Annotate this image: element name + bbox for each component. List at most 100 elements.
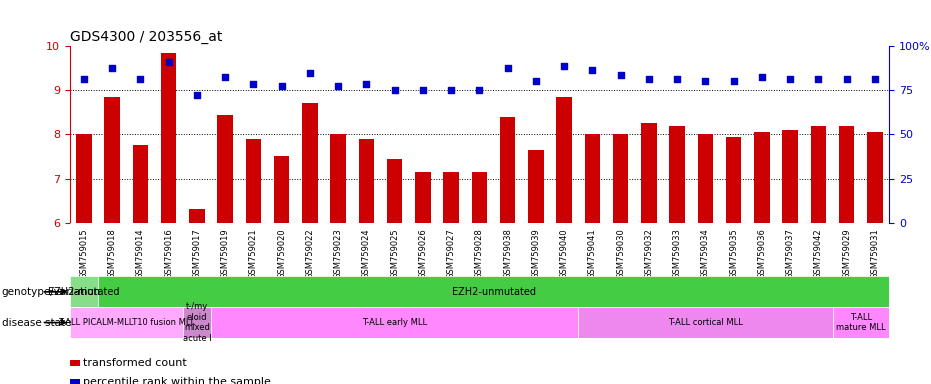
Bar — [211, 307, 578, 338]
Bar — [133, 146, 148, 223]
Point — [783, 76, 798, 82]
Point — [669, 76, 684, 82]
Point — [754, 74, 769, 80]
Point — [161, 58, 176, 65]
Bar — [76, 134, 92, 223]
Point — [444, 87, 459, 93]
Bar — [472, 172, 487, 223]
Bar — [387, 159, 402, 223]
Text: GSM759021: GSM759021 — [249, 228, 258, 279]
Text: EZH2-mutated: EZH2-mutated — [48, 287, 120, 297]
Point — [811, 76, 826, 82]
Bar — [331, 134, 346, 223]
Point — [331, 83, 345, 89]
Bar — [585, 134, 600, 223]
Bar — [500, 117, 516, 223]
Bar — [839, 126, 855, 223]
Text: GSM759035: GSM759035 — [729, 228, 738, 279]
Text: GSM759023: GSM759023 — [333, 228, 343, 279]
Text: GDS4300 / 203556_at: GDS4300 / 203556_at — [70, 30, 223, 44]
Point — [190, 91, 205, 98]
Text: GSM759024: GSM759024 — [362, 228, 371, 279]
Bar — [443, 172, 459, 223]
Bar — [641, 123, 656, 223]
Text: GSM759037: GSM759037 — [786, 228, 795, 279]
Point — [698, 78, 713, 84]
Text: GSM759029: GSM759029 — [843, 228, 851, 279]
Text: GSM759028: GSM759028 — [475, 228, 484, 279]
Bar — [832, 307, 889, 338]
Point — [868, 76, 883, 82]
Point — [529, 78, 544, 84]
Text: GSM759022: GSM759022 — [305, 228, 315, 279]
Bar — [557, 97, 572, 223]
Text: GSM759039: GSM759039 — [532, 228, 541, 279]
Bar — [726, 137, 741, 223]
Text: T-ALL PICALM-MLLT10 fusion MLL: T-ALL PICALM-MLLT10 fusion MLL — [58, 318, 195, 327]
Point — [275, 83, 290, 89]
Text: GSM759041: GSM759041 — [588, 228, 597, 279]
Point — [133, 76, 148, 82]
Point — [303, 70, 317, 76]
Point — [246, 81, 261, 87]
Point — [472, 87, 487, 93]
Bar — [246, 139, 262, 223]
Point — [76, 76, 91, 82]
Text: percentile rank within the sample: percentile rank within the sample — [83, 377, 271, 384]
Bar — [697, 134, 713, 223]
Text: GSM759030: GSM759030 — [616, 228, 626, 279]
Text: GSM759032: GSM759032 — [644, 228, 654, 279]
Text: T-ALL cortical MLL: T-ALL cortical MLL — [668, 318, 743, 327]
Text: GSM759040: GSM759040 — [560, 228, 569, 279]
Bar — [754, 132, 770, 223]
Text: GSM759019: GSM759019 — [221, 228, 230, 279]
Point — [387, 87, 402, 93]
Text: genotype/variation: genotype/variation — [2, 287, 101, 297]
Bar — [669, 126, 685, 223]
Point — [105, 65, 120, 71]
Bar — [415, 172, 431, 223]
Text: T-ALL
mature MLL: T-ALL mature MLL — [836, 313, 885, 332]
Text: GSM759017: GSM759017 — [193, 228, 201, 279]
Text: GSM759016: GSM759016 — [164, 228, 173, 279]
Text: GSM759031: GSM759031 — [870, 228, 880, 279]
Point — [614, 72, 628, 78]
Text: GSM759034: GSM759034 — [701, 228, 710, 279]
Text: GSM759026: GSM759026 — [418, 228, 427, 279]
Bar — [182, 307, 211, 338]
Bar — [161, 53, 177, 223]
Text: EZH2-unmutated: EZH2-unmutated — [452, 287, 535, 297]
Point — [359, 81, 374, 87]
Text: GSM759027: GSM759027 — [447, 228, 455, 279]
Bar — [303, 104, 317, 223]
Bar — [782, 130, 798, 223]
Text: GSM759033: GSM759033 — [673, 228, 681, 279]
Point — [415, 87, 430, 93]
Point — [500, 65, 515, 71]
Point — [839, 76, 854, 82]
Point — [641, 76, 656, 82]
Bar — [70, 276, 98, 307]
Text: GSM759020: GSM759020 — [277, 228, 286, 279]
Text: t-/my
eloid
mixed
acute l: t-/my eloid mixed acute l — [182, 303, 211, 343]
Bar — [867, 132, 883, 223]
Bar — [358, 139, 374, 223]
Text: GSM759025: GSM759025 — [390, 228, 399, 279]
Bar — [528, 150, 544, 223]
Bar — [274, 157, 290, 223]
Bar — [189, 210, 205, 223]
Text: GSM759038: GSM759038 — [504, 228, 512, 279]
Text: GSM759014: GSM759014 — [136, 228, 145, 279]
Bar — [613, 134, 628, 223]
Bar — [811, 126, 826, 223]
Bar — [218, 114, 233, 223]
Text: disease state: disease state — [2, 318, 72, 328]
Text: T-ALL early MLL: T-ALL early MLL — [362, 318, 427, 327]
Text: GSM759036: GSM759036 — [758, 228, 766, 279]
Point — [218, 74, 233, 80]
Text: GSM759042: GSM759042 — [814, 228, 823, 279]
Text: transformed count: transformed count — [83, 358, 186, 368]
Text: GSM759015: GSM759015 — [79, 228, 88, 279]
Bar — [578, 307, 832, 338]
Bar — [70, 307, 182, 338]
